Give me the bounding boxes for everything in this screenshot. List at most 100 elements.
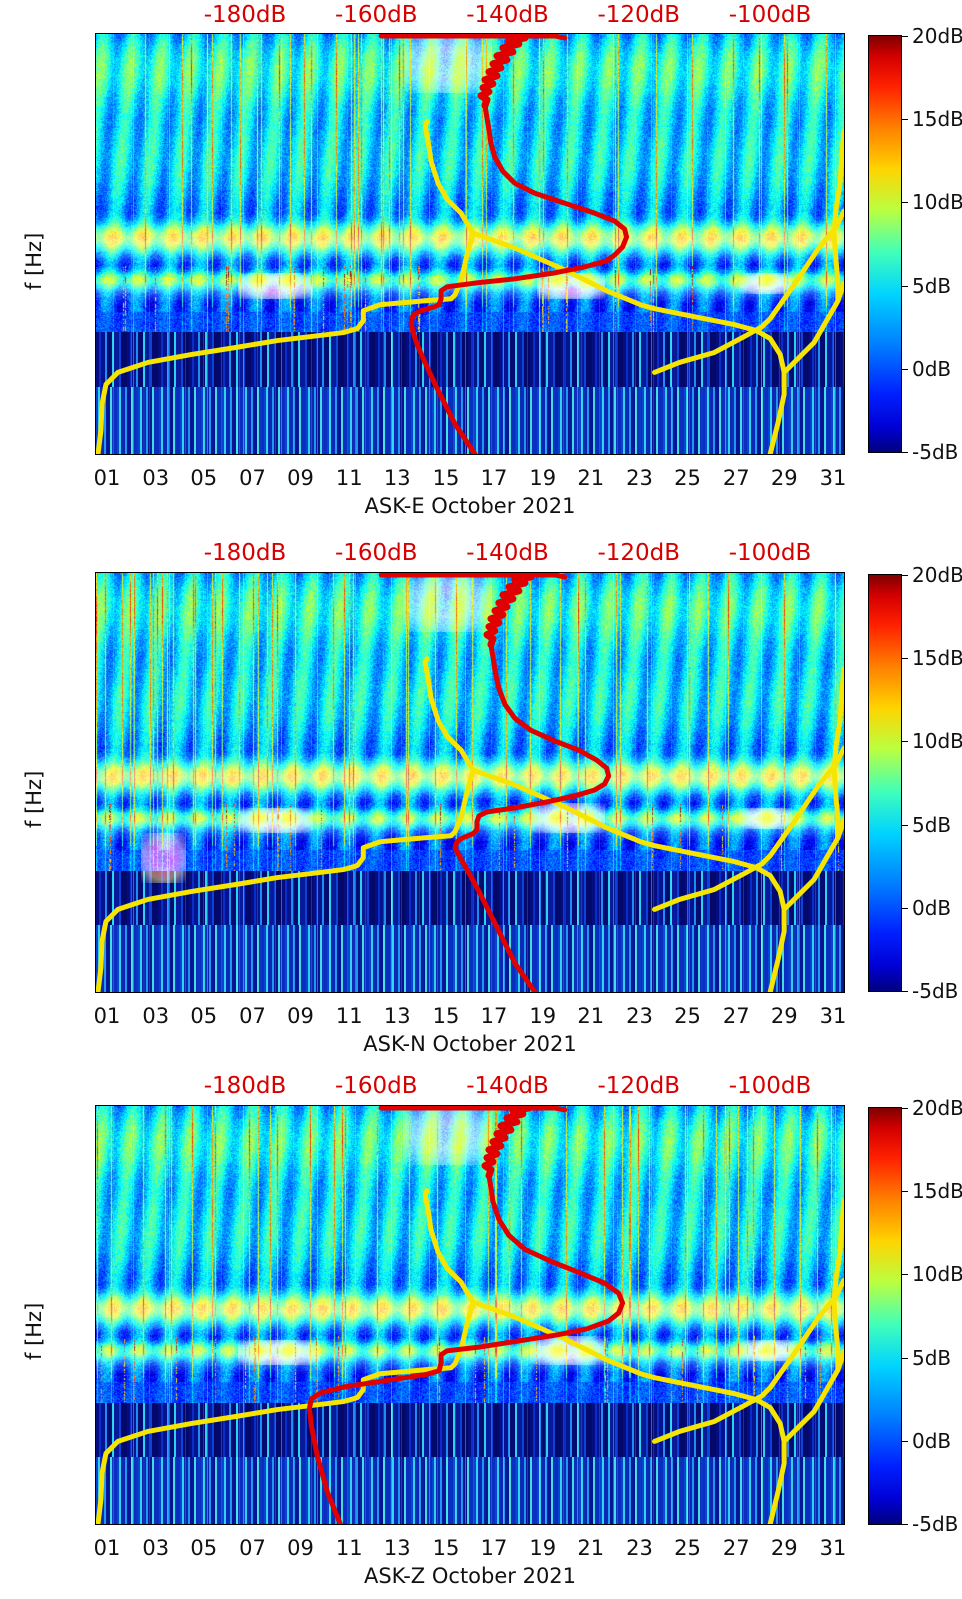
colorbar-tick (901, 202, 908, 204)
top-db-label: -140dB (466, 540, 549, 566)
hot-spot (238, 1340, 321, 1366)
high-noise-model-curve-hf (477, 34, 529, 110)
top-db-label: -160dB (334, 1073, 418, 1099)
x-tick-label: 03 (142, 1536, 170, 1560)
x-tick-label: 25 (674, 1004, 701, 1028)
x-tick-label: 09 (287, 1536, 314, 1560)
x-tick-label: 15 (432, 1536, 460, 1560)
x-tick-label: 25 (674, 466, 701, 490)
colorbar-label: 15dB (912, 107, 962, 132)
colorbar-tick (901, 36, 908, 37)
x-tick-label: 01 (93, 466, 121, 490)
panel-title-ask-e: ASK-E October 2021 (364, 494, 576, 518)
colorbar-label: 5dB (912, 812, 952, 837)
spectrogram-plot-ask-n[interactable]: 101 100 10-1 10-2 (95, 572, 845, 993)
colorbar-tick (901, 1108, 908, 1109)
colorbar-label: 0dB (912, 356, 952, 381)
colorbar-ask-n: 20dB 15dB 10dB 5dB 0dB -5dB (868, 563, 962, 1003)
x-tick-label: 15 (432, 1004, 460, 1028)
low-noise-model-curve (96, 119, 844, 454)
top-db-label: -180dB (203, 1073, 287, 1099)
x-tick-label: 23 (626, 1004, 653, 1028)
x-tick-label: 07 (239, 1004, 266, 1028)
low-noise-model-curve (96, 1188, 844, 1524)
colorbar-tick (901, 1357, 908, 1359)
noise-model-overlay (96, 34, 844, 454)
top-db-label: -120dB (597, 540, 681, 566)
colorbar-label: 20dB (912, 24, 962, 48)
colorbar-label: -5dB (912, 440, 959, 464)
colorbar-label: 20dB (912, 1096, 962, 1120)
x-tick-label: 17 (480, 1004, 508, 1028)
x-tick-label: 03 (142, 466, 170, 490)
x-tick-label: 07 (239, 1536, 266, 1560)
y-axis-title: f [Hz] (22, 770, 46, 828)
spectrogram-plot-ask-e[interactable]: 101 100 10-1 10-2 (95, 33, 845, 455)
colorbar-label: 0dB (912, 1428, 952, 1453)
x-tick-label: 11 (335, 1536, 363, 1560)
high-noise-model-plateau (378, 34, 568, 41)
panel-ask-e: -180dB -160dB -140dB -120dB -100dB (0, 0, 962, 520)
low-frequency-noise-region-deep (96, 924, 844, 992)
x-tick-label: 05 (190, 1004, 218, 1028)
x-tick-label: 19 (529, 1536, 557, 1560)
top-db-label: -180dB (203, 2, 287, 28)
colorbar-label: -5dB (912, 1512, 959, 1536)
noise-model-overlay (96, 573, 844, 992)
hot-spot (238, 807, 313, 833)
x-tick-label: 05 (190, 1536, 218, 1560)
hot-spot (238, 273, 313, 299)
low-noise-model-curve-right (652, 1277, 844, 1444)
spectrogram-plot-ask-z[interactable]: 101 100 10-1 10-2 (95, 1105, 845, 1525)
top-db-label: -160dB (334, 2, 418, 28)
high-noise-model-curve (306, 1173, 626, 1524)
colorbar-tick (901, 119, 908, 121)
x-tick-label: 31 (819, 1536, 847, 1560)
hot-spot (739, 273, 792, 295)
colorbar-tick (901, 1524, 908, 1525)
colorbar-tick (901, 741, 908, 743)
top-db-label: -140dB (466, 1073, 549, 1099)
x-tick-label: 13 (383, 1536, 411, 1560)
hot-spot (402, 573, 493, 632)
hot-spot (140, 832, 186, 884)
high-noise-model-plateau (378, 1106, 568, 1113)
colorbar-label: 10dB (912, 190, 962, 215)
x-tick-label: 31 (819, 466, 847, 490)
colorbar-tick (901, 1440, 908, 1442)
high-noise-model-curve (452, 642, 612, 992)
x-tick-label: 25 (674, 1536, 701, 1560)
y-axis-title: f [Hz] (22, 1302, 46, 1360)
top-db-label: -160dB (334, 540, 418, 566)
top-db-label: -100dB (728, 2, 812, 28)
x-tick-label: 01 (93, 1536, 121, 1560)
noise-model-overlay (96, 1106, 844, 1524)
x-tick-label: 29 (770, 1004, 798, 1028)
top-db-label: -120dB (597, 1073, 681, 1099)
colorbar-tick (901, 452, 908, 453)
low-noise-model-curve-right (652, 208, 844, 375)
colorbar-tick (901, 1274, 908, 1276)
x-tick-label: 31 (819, 1004, 847, 1028)
x-tick-label: 13 (383, 466, 411, 490)
hot-spot (739, 807, 792, 829)
x-tick-label: 01 (93, 1004, 121, 1028)
low-frequency-noise-region-deep (96, 1457, 844, 1524)
y-axis-title: f [Hz] (22, 232, 46, 290)
high-noise-model-curve (408, 103, 630, 454)
x-tick-label: 21 (577, 466, 605, 490)
colorbar-label: 10dB (912, 729, 962, 754)
x-tick-label: 29 (770, 1536, 798, 1560)
x-tick-label: 09 (287, 466, 314, 490)
colorbar-label: 5dB (912, 1345, 952, 1370)
x-tick-label: 19 (529, 466, 557, 490)
high-noise-model-curve-hf (481, 1106, 533, 1180)
x-tick-label: 03 (142, 1004, 170, 1028)
x-tick-label: 09 (287, 1004, 314, 1028)
colorbar-tick (901, 575, 908, 576)
colorbar-ask-e: 20dB 15dB 10dB 5dB 0dB -5dB (868, 24, 962, 464)
colorbar-tick (901, 907, 908, 909)
colorbar-tick (901, 991, 908, 992)
colorbar-label: 20dB (912, 563, 962, 587)
